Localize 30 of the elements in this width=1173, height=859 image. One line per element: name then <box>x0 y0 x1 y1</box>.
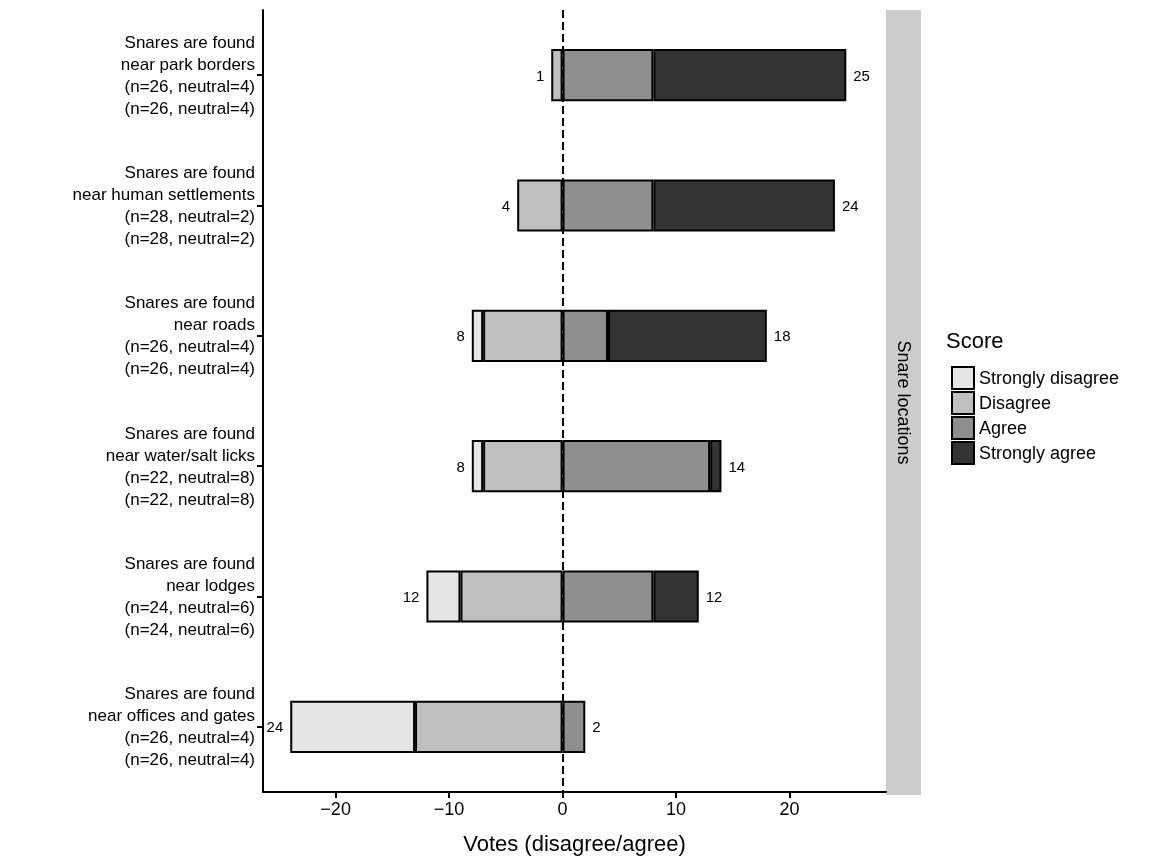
y2-axis-title: Snare locations <box>893 340 914 465</box>
x-tick-label: 0 <box>557 799 568 819</box>
annotation: 1 <box>535 66 545 84</box>
annotation: 2 <box>592 718 601 736</box>
x-axis-title: Votes (disagree/agree) <box>463 830 686 856</box>
y-tick-label: Snares are found near offices and gates (n=26, neutral=4) (n=26, neutral=4) <box>88 684 255 770</box>
legend-label: Strongly disagree <box>979 368 1120 388</box>
y-tick-label: Snares are found near park borders (n=26, neutral=4) (n=26, neutral=4) <box>120 32 255 118</box>
x-tick-label: −20 <box>320 799 351 819</box>
legend-title: Score <box>946 327 1004 353</box>
x-tick-label: 20 <box>779 799 800 819</box>
annotation: 25 <box>853 66 870 84</box>
y-tick-label: Snares are found near lodges (n=24, neutral=6) (n=24, neutral=6) <box>124 554 255 639</box>
annotation: 12 <box>402 588 420 605</box>
annotation: 24 <box>841 197 859 214</box>
legend-label: Disagree <box>979 393 1052 413</box>
y-tick-label: Snares are found near human settlements (n=28, neutral=2) (n=28, neutral=2) <box>72 163 255 248</box>
legend-label: Agree <box>979 418 1028 438</box>
x-tick-label: 10 <box>666 799 687 819</box>
legend-label: Strongly agree <box>979 443 1097 463</box>
annotation: 4 <box>501 197 511 214</box>
annotation: 8 <box>456 457 465 475</box>
x-tick-label: −10 <box>433 799 465 819</box>
annotation: 8 <box>456 327 465 345</box>
y-tick-label: Snares are found near water/salt licks (n=22, neutral=8) (n=22, neutral=8) <box>105 423 255 509</box>
annotation: 18 <box>773 327 791 345</box>
annotation: 12 <box>705 588 723 605</box>
y-tick-label: Snares are found near roads (n=26, neutral=4) (n=26, neutral=4) <box>124 293 255 379</box>
annotation: 24 <box>266 718 284 736</box>
annotation: 14 <box>728 457 746 475</box>
